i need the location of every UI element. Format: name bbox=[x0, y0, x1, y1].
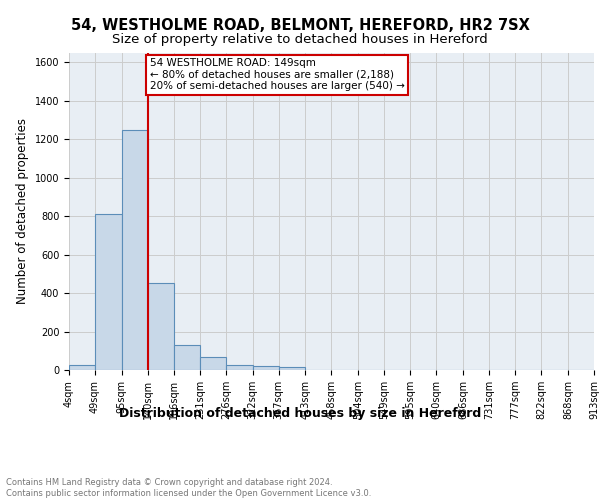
Bar bbox=[200, 358, 226, 370]
Text: 54, WESTHOLME ROAD, BELMONT, HEREFORD, HR2 7SX: 54, WESTHOLME ROAD, BELMONT, HEREFORD, H… bbox=[71, 18, 529, 32]
Bar bbox=[122, 130, 148, 370]
Bar bbox=[174, 345, 200, 370]
Bar bbox=[253, 366, 278, 370]
Bar bbox=[278, 367, 305, 370]
Text: Distribution of detached houses by size in Hereford: Distribution of detached houses by size … bbox=[119, 408, 481, 420]
Y-axis label: Number of detached properties: Number of detached properties bbox=[16, 118, 29, 304]
Text: Contains HM Land Registry data © Crown copyright and database right 2024.
Contai: Contains HM Land Registry data © Crown c… bbox=[6, 478, 371, 498]
Bar bbox=[148, 284, 174, 370]
Bar bbox=[95, 214, 122, 370]
Text: 54 WESTHOLME ROAD: 149sqm
← 80% of detached houses are smaller (2,188)
20% of se: 54 WESTHOLME ROAD: 149sqm ← 80% of detac… bbox=[150, 58, 405, 92]
Bar bbox=[226, 365, 253, 370]
Text: Size of property relative to detached houses in Hereford: Size of property relative to detached ho… bbox=[112, 32, 488, 46]
Bar bbox=[69, 365, 95, 370]
